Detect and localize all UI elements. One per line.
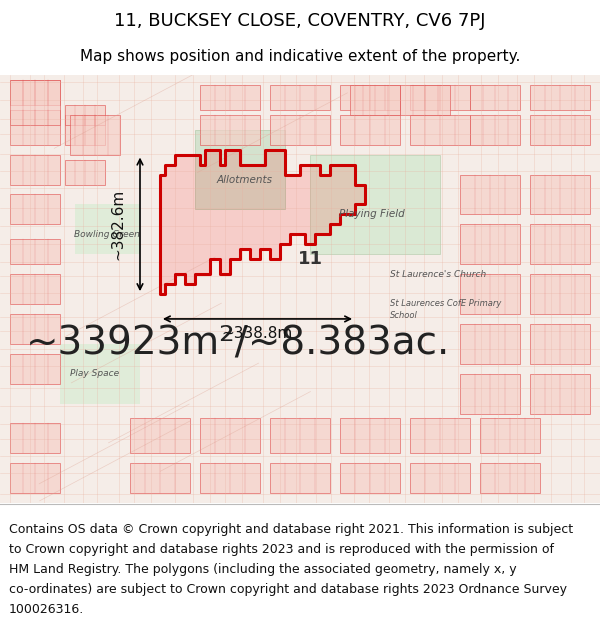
FancyBboxPatch shape [70, 115, 120, 154]
Text: HM Land Registry. The polygons (including the associated geometry, namely x, y: HM Land Registry. The polygons (includin… [9, 563, 517, 576]
Text: ~382.6m: ~382.6m [110, 189, 125, 260]
Text: Bowling Green: Bowling Green [74, 230, 140, 239]
Text: Map shows position and indicative extent of the property.: Map shows position and indicative extent… [80, 49, 520, 64]
FancyBboxPatch shape [200, 463, 260, 493]
Text: ~33923m²/~8.383ac.: ~33923m²/~8.383ac. [26, 325, 450, 363]
FancyBboxPatch shape [10, 314, 60, 344]
FancyBboxPatch shape [350, 85, 400, 115]
FancyBboxPatch shape [65, 115, 105, 145]
FancyBboxPatch shape [480, 463, 540, 493]
FancyBboxPatch shape [530, 224, 590, 264]
FancyBboxPatch shape [10, 80, 60, 125]
FancyBboxPatch shape [410, 419, 470, 453]
FancyBboxPatch shape [310, 154, 440, 254]
FancyBboxPatch shape [340, 463, 400, 493]
Text: School: School [390, 311, 418, 321]
FancyBboxPatch shape [65, 159, 105, 184]
Text: ~338.8m: ~338.8m [221, 326, 293, 341]
Polygon shape [160, 149, 365, 294]
FancyBboxPatch shape [60, 344, 140, 404]
FancyBboxPatch shape [410, 115, 470, 145]
FancyBboxPatch shape [10, 154, 60, 184]
FancyBboxPatch shape [10, 463, 60, 493]
FancyBboxPatch shape [530, 115, 590, 145]
FancyBboxPatch shape [530, 274, 590, 314]
FancyBboxPatch shape [10, 80, 60, 105]
FancyBboxPatch shape [10, 354, 60, 384]
Text: 100026316.: 100026316. [9, 603, 84, 616]
FancyBboxPatch shape [460, 224, 520, 264]
FancyBboxPatch shape [200, 85, 260, 110]
FancyBboxPatch shape [130, 463, 190, 493]
FancyBboxPatch shape [460, 374, 520, 414]
FancyBboxPatch shape [270, 463, 330, 493]
Text: Allotments: Allotments [217, 174, 273, 184]
FancyBboxPatch shape [460, 324, 520, 364]
FancyBboxPatch shape [75, 204, 140, 254]
FancyBboxPatch shape [10, 239, 60, 264]
FancyBboxPatch shape [470, 85, 520, 110]
FancyBboxPatch shape [0, 75, 600, 503]
FancyBboxPatch shape [130, 419, 190, 453]
FancyBboxPatch shape [10, 194, 60, 224]
FancyBboxPatch shape [410, 463, 470, 493]
Text: co-ordinates) are subject to Crown copyright and database rights 2023 Ordnance S: co-ordinates) are subject to Crown copyr… [9, 583, 567, 596]
FancyBboxPatch shape [480, 419, 540, 453]
FancyBboxPatch shape [470, 115, 520, 145]
Text: to Crown copyright and database rights 2023 and is reproduced with the permissio: to Crown copyright and database rights 2… [9, 542, 554, 556]
FancyBboxPatch shape [530, 174, 590, 214]
FancyBboxPatch shape [10, 274, 60, 304]
FancyBboxPatch shape [270, 419, 330, 453]
Text: Playing Field: Playing Field [339, 209, 405, 219]
FancyBboxPatch shape [200, 115, 260, 145]
Text: Contains OS data © Crown copyright and database right 2021. This information is : Contains OS data © Crown copyright and d… [9, 522, 573, 536]
FancyBboxPatch shape [530, 85, 590, 110]
FancyBboxPatch shape [10, 110, 60, 145]
FancyBboxPatch shape [400, 85, 450, 115]
Text: 11: 11 [298, 250, 323, 268]
Text: Play Space: Play Space [70, 369, 119, 378]
FancyBboxPatch shape [10, 424, 60, 453]
FancyBboxPatch shape [530, 374, 590, 414]
FancyBboxPatch shape [530, 324, 590, 364]
FancyBboxPatch shape [460, 274, 520, 314]
FancyBboxPatch shape [340, 115, 400, 145]
FancyBboxPatch shape [270, 115, 330, 145]
FancyBboxPatch shape [340, 85, 400, 110]
FancyBboxPatch shape [195, 130, 285, 209]
FancyBboxPatch shape [270, 85, 330, 110]
Text: St Laurence's Church: St Laurence's Church [390, 269, 486, 279]
Text: St Laurences CofE Primary: St Laurences CofE Primary [390, 299, 502, 309]
FancyBboxPatch shape [410, 85, 470, 110]
FancyBboxPatch shape [65, 105, 105, 125]
FancyBboxPatch shape [340, 419, 400, 453]
Text: 11, BUCKSEY CLOSE, COVENTRY, CV6 7PJ: 11, BUCKSEY CLOSE, COVENTRY, CV6 7PJ [114, 12, 486, 30]
FancyBboxPatch shape [460, 174, 520, 214]
FancyBboxPatch shape [200, 419, 260, 453]
